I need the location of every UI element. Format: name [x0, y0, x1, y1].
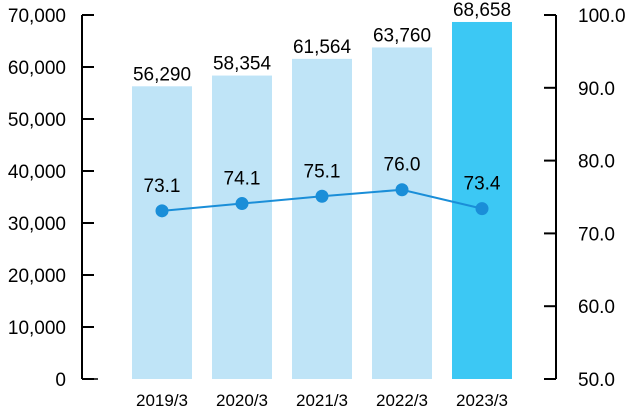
bar-value-label: 68,658: [453, 0, 511, 21]
line-value-label: 74.1: [224, 169, 261, 190]
line-point: [315, 189, 329, 203]
x-tick-label: 2022/3: [376, 391, 428, 410]
y-right-tick-label: 60.0: [578, 297, 615, 318]
x-tick-label: 2020/3: [216, 391, 268, 410]
y-left-tick-label: 70,000: [8, 6, 66, 27]
line-value-label: 76.0: [384, 155, 421, 176]
bar-value-label: 63,760: [373, 25, 431, 46]
bar-value-label: 58,354: [213, 54, 272, 75]
y-left-tick-label: 40,000: [8, 162, 66, 183]
y-right-tick-label: 90.0: [578, 79, 615, 100]
bar-2020-3: [212, 75, 272, 379]
line-value-label: 75.1: [304, 161, 341, 182]
line-value-label: 73.4: [464, 174, 501, 195]
y-right-tick-label: 50.0: [578, 370, 615, 391]
y-right-tick-label: 80.0: [578, 152, 615, 173]
y-left-tick-label: 50,000: [8, 110, 66, 131]
y-left-tick-label: 0: [55, 370, 66, 391]
y-left-tick-label: 30,000: [8, 214, 66, 235]
x-tick-label: 2019/3: [136, 391, 188, 410]
y-left-tick-label: 60,000: [8, 58, 66, 79]
line-value-label: 73.1: [144, 176, 181, 197]
bar-2019-3: [132, 86, 192, 380]
y-right-tick-label: 70.0: [578, 224, 615, 245]
bar-value-label: 56,290: [133, 64, 191, 85]
y-right-tick-label: 100.0: [578, 6, 626, 27]
x-tick-label: 2023/3: [456, 391, 508, 410]
line-point: [235, 197, 249, 211]
line-point: [475, 202, 489, 216]
bar-2022-3: [372, 47, 432, 380]
bar-2021-3: [292, 58, 352, 380]
bar-value-label: 61,564: [293, 37, 352, 58]
line-point: [155, 204, 169, 218]
y-left-tick-label: 20,000: [8, 266, 66, 287]
y-left-tick-label: 10,000: [8, 318, 66, 339]
line-point: [395, 183, 409, 197]
x-tick-label: 2021/3: [296, 391, 348, 410]
bar-2023-3: [452, 21, 512, 380]
